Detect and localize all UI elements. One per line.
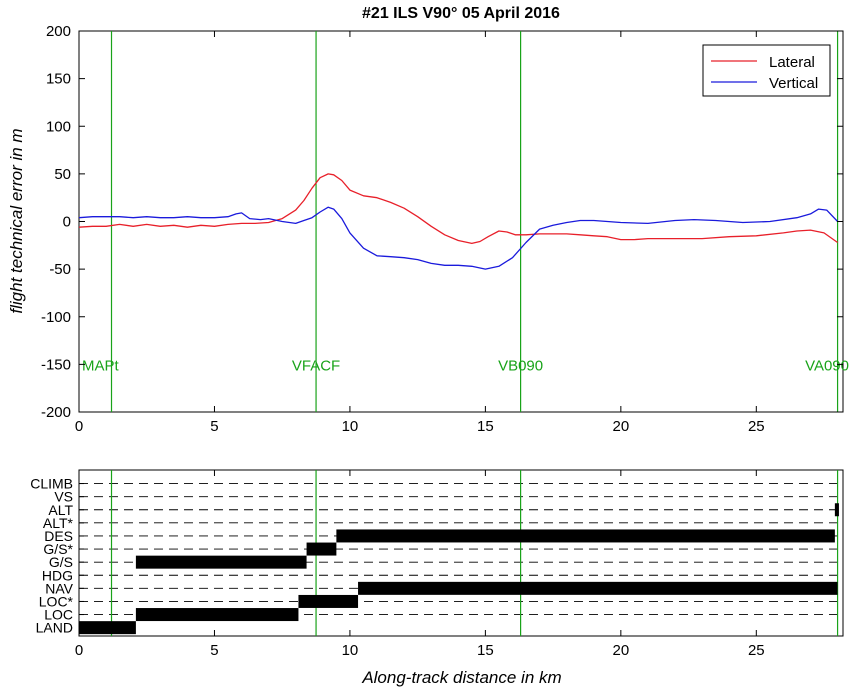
mode-label: ALT* (43, 515, 74, 531)
mode-plot: CLIMBVSALTALT*DESG/S*G/SHDGNAVLOC*LOCLAN… (30, 469, 844, 687)
y-tick-label: 100 (46, 118, 71, 135)
mode-label: VS (54, 489, 73, 505)
chart-title: #21 ILS V90° 05 April 2016 (362, 5, 560, 22)
y-tick-label: 200 (46, 23, 71, 40)
x-tick-label: 10 (342, 418, 359, 435)
mode-segment (358, 581, 838, 595)
error-plot-waypoint-lines (110, 31, 839, 412)
x-tick-label: 5 (210, 642, 218, 659)
x-tick-label: 0 (75, 418, 83, 435)
mode-label: LOC (44, 607, 73, 623)
y-tick-label: -150 (41, 356, 71, 373)
waypoint-label: VFACF (292, 357, 340, 374)
mode-label: NAV (45, 580, 73, 596)
mode-label: LOC* (39, 593, 74, 609)
mode-plot-segments (79, 503, 839, 635)
x-tick-label: 20 (613, 642, 630, 659)
error-plot-x-ticks: 0 5 10 15 20 25 (75, 31, 765, 435)
x-tick-label: 15 (477, 642, 494, 659)
y-tick-label: -50 (49, 261, 71, 278)
mode-segment (306, 542, 337, 556)
mode-label: G/S* (43, 541, 73, 557)
mode-plot-category-labels: CLIMBVSALTALT*DESG/S*G/SHDGNAVLOC*LOCLAN… (30, 476, 84, 636)
error-plot: MAPt VFACF VB090 VA090 0 5 10 15 20 25 -200-150-… (7, 23, 849, 435)
y-tick-label: 0 (63, 214, 71, 231)
y-axis-label: flight technical error in m (7, 128, 26, 313)
x-tick-label: 25 (748, 418, 765, 435)
x-tick-label: 25 (748, 642, 765, 659)
x-axis-label: Along-track distance in km (361, 668, 561, 687)
mode-label: ALT (48, 502, 73, 518)
mode-plot-dashed-rows (79, 483, 843, 615)
mode-segment (79, 621, 136, 635)
y-tick-label: 50 (54, 166, 71, 183)
mode-label: DES (44, 528, 73, 544)
legend-label-lateral: Lateral (769, 54, 815, 71)
error-plot-series (78, 173, 839, 270)
mode-segment (135, 608, 299, 622)
y-tick-label: -200 (41, 404, 71, 421)
y-tick-label: 150 (46, 71, 71, 88)
error-plot-y-ticks: -200 -150 -100 -50 0 50 100 150 200 (41, 23, 843, 421)
mode-segment (336, 529, 835, 543)
y-tick-label: -100 (41, 309, 71, 326)
waypoint-label: MAPt (82, 357, 120, 374)
error-plot-waypoint-labels: MAPt VFACF VB090 VA090 (82, 357, 849, 374)
legend-box (702, 44, 831, 97)
mode-segment (135, 555, 307, 569)
mode-label: CLIMB (30, 476, 73, 492)
x-tick-label: 15 (477, 418, 494, 435)
mode-label: HDG (42, 567, 73, 583)
x-tick-label: 20 (613, 418, 630, 435)
waypoint-label: VA090 (805, 357, 849, 374)
mode-segment (834, 503, 839, 517)
waypoint-label: VB090 (498, 357, 543, 374)
series-line-vertical (78, 206, 839, 270)
mode-plot-x-ticks: 0 5 10 15 20 25 (75, 470, 765, 659)
x-tick-label: 5 (210, 418, 218, 435)
x-tick-label: 10 (342, 642, 359, 659)
mode-segment (298, 594, 359, 608)
series-line-lateral (78, 173, 838, 245)
legend: Lateral Vertical (702, 44, 831, 97)
x-tick-label: 0 (75, 642, 83, 659)
legend-label-vertical: Vertical (769, 75, 818, 92)
mode-plot-frame (78, 469, 844, 637)
mode-label: LAND (36, 620, 73, 636)
mode-label: G/S (49, 554, 73, 570)
